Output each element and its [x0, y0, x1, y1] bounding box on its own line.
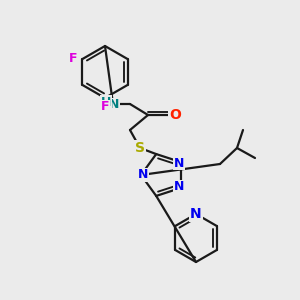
Text: S: S	[135, 141, 145, 155]
Text: F: F	[69, 52, 78, 65]
Text: F: F	[101, 100, 109, 113]
Text: O: O	[169, 108, 181, 122]
Text: N: N	[190, 207, 202, 221]
Text: N: N	[174, 157, 184, 169]
Text: N: N	[109, 98, 119, 112]
Text: H: H	[101, 95, 111, 109]
Text: N: N	[138, 169, 148, 182]
Text: N: N	[174, 180, 184, 194]
